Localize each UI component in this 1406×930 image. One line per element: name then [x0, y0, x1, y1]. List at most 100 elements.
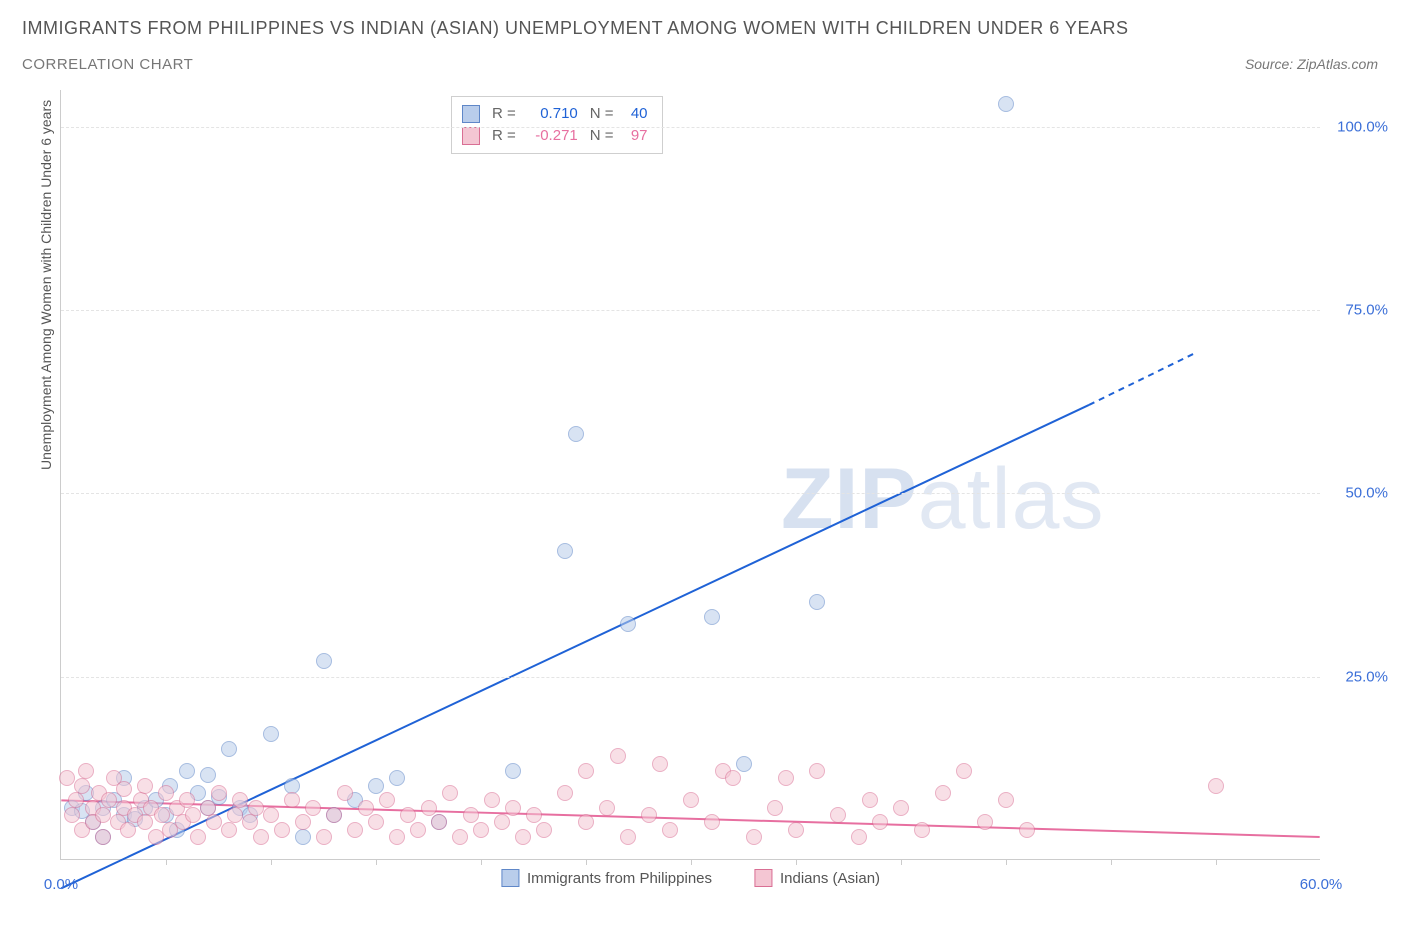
- scatter-point: [977, 814, 993, 830]
- swatch-series-0: [462, 105, 480, 123]
- scatter-point: [505, 763, 521, 779]
- x-minor-tick: [1216, 859, 1217, 865]
- scatter-point: [206, 814, 222, 830]
- scatter-point: [284, 778, 300, 794]
- chart-title: IMMIGRANTS FROM PHILIPPINES VS INDIAN (A…: [22, 18, 1128, 39]
- scatter-point: [599, 800, 615, 816]
- scatter-point: [736, 756, 752, 772]
- legend-item-0: Immigrants from Philippines: [501, 869, 712, 887]
- scatter-point: [221, 741, 237, 757]
- scatter-point: [536, 822, 552, 838]
- scatter-point: [914, 822, 930, 838]
- stats-legend-box: R = 0.710 N = 40 R = -0.271 N = 97: [451, 96, 663, 154]
- gridline: [61, 310, 1320, 311]
- scatter-point: [400, 807, 416, 823]
- scatter-point: [662, 822, 678, 838]
- scatter-point: [578, 763, 594, 779]
- scatter-point: [137, 814, 153, 830]
- stats-row-series-1: R = -0.271 N = 97: [462, 125, 648, 147]
- y-tick-label: 25.0%: [1345, 668, 1388, 685]
- x-minor-tick: [166, 859, 167, 865]
- legend-swatch-1: [754, 869, 772, 887]
- source-attribution: Source: ZipAtlas.com: [1245, 56, 1378, 72]
- x-minor-tick: [1111, 859, 1112, 865]
- scatter-point: [248, 800, 264, 816]
- stats-row-series-0: R = 0.710 N = 40: [462, 103, 648, 125]
- legend-item-1: Indians (Asian): [754, 869, 880, 887]
- scatter-point: [578, 814, 594, 830]
- scatter-point: [935, 785, 951, 801]
- scatter-point: [515, 829, 531, 845]
- scatter-point: [200, 767, 216, 783]
- scatter-point: [610, 748, 626, 764]
- scatter-point: [242, 814, 258, 830]
- x-minor-tick: [1006, 859, 1007, 865]
- scatter-point: [851, 829, 867, 845]
- r-value-0: 0.710: [524, 103, 578, 125]
- scatter-point: [998, 96, 1014, 112]
- scatter-point: [641, 807, 657, 823]
- n-label: N =: [590, 125, 614, 147]
- x-minor-tick: [271, 859, 272, 865]
- scatter-point: [389, 770, 405, 786]
- x-tick-label: 60.0%: [1300, 876, 1343, 893]
- y-tick-label: 50.0%: [1345, 485, 1388, 502]
- scatter-point: [431, 814, 447, 830]
- x-minor-tick: [586, 859, 587, 865]
- scatter-point: [316, 653, 332, 669]
- scatter-point: [200, 800, 216, 816]
- scatter-point: [116, 781, 132, 797]
- scatter-point: [704, 814, 720, 830]
- legend-swatch-0: [501, 869, 519, 887]
- scatter-point: [505, 800, 521, 816]
- scatter-point: [64, 807, 80, 823]
- scatter-point: [788, 822, 804, 838]
- scatter-point: [337, 785, 353, 801]
- trend-lines: [61, 90, 1320, 859]
- scatter-point: [872, 814, 888, 830]
- scatter-point: [120, 822, 136, 838]
- scatter-point: [725, 770, 741, 786]
- gridline: [61, 127, 1320, 128]
- scatter-point: [452, 829, 468, 845]
- legend-label-1: Indians (Asian): [780, 870, 880, 887]
- scatter-point: [862, 792, 878, 808]
- scatter-point: [463, 807, 479, 823]
- scatter-point: [68, 792, 84, 808]
- scatter-point: [389, 829, 405, 845]
- scatter-point: [410, 822, 426, 838]
- scatter-point: [154, 807, 170, 823]
- scatter-point: [74, 778, 90, 794]
- scatter-point: [809, 763, 825, 779]
- scatter-point: [190, 829, 206, 845]
- scatter-point: [652, 756, 668, 772]
- x-minor-tick: [901, 859, 902, 865]
- scatter-point: [620, 829, 636, 845]
- scatter-point: [95, 829, 111, 845]
- chart-subtitle: CORRELATION CHART: [22, 56, 193, 73]
- scatter-point: [232, 792, 248, 808]
- scatter-point: [274, 822, 290, 838]
- scatter-point: [227, 807, 243, 823]
- scatter-point: [101, 792, 117, 808]
- scatter-point: [568, 426, 584, 442]
- scatter-point: [185, 807, 201, 823]
- scatter-point: [326, 807, 342, 823]
- scatter-point: [830, 807, 846, 823]
- swatch-series-1: [462, 127, 480, 145]
- scatter-point: [893, 800, 909, 816]
- plot-area: ZIPatlas R = 0.710 N = 40 R = -0.271 N =…: [60, 90, 1320, 860]
- x-tick-label: 0.0%: [44, 876, 78, 893]
- scatter-point: [557, 785, 573, 801]
- scatter-point: [421, 800, 437, 816]
- x-minor-tick: [376, 859, 377, 865]
- scatter-point: [1208, 778, 1224, 794]
- y-tick-label: 75.0%: [1345, 302, 1388, 319]
- watermark: ZIPatlas: [781, 450, 1104, 549]
- scatter-point: [137, 778, 153, 794]
- gridline: [61, 493, 1320, 494]
- gridline: [61, 677, 1320, 678]
- scatter-point: [809, 594, 825, 610]
- y-tick-label: 100.0%: [1337, 118, 1388, 135]
- scatter-point: [683, 792, 699, 808]
